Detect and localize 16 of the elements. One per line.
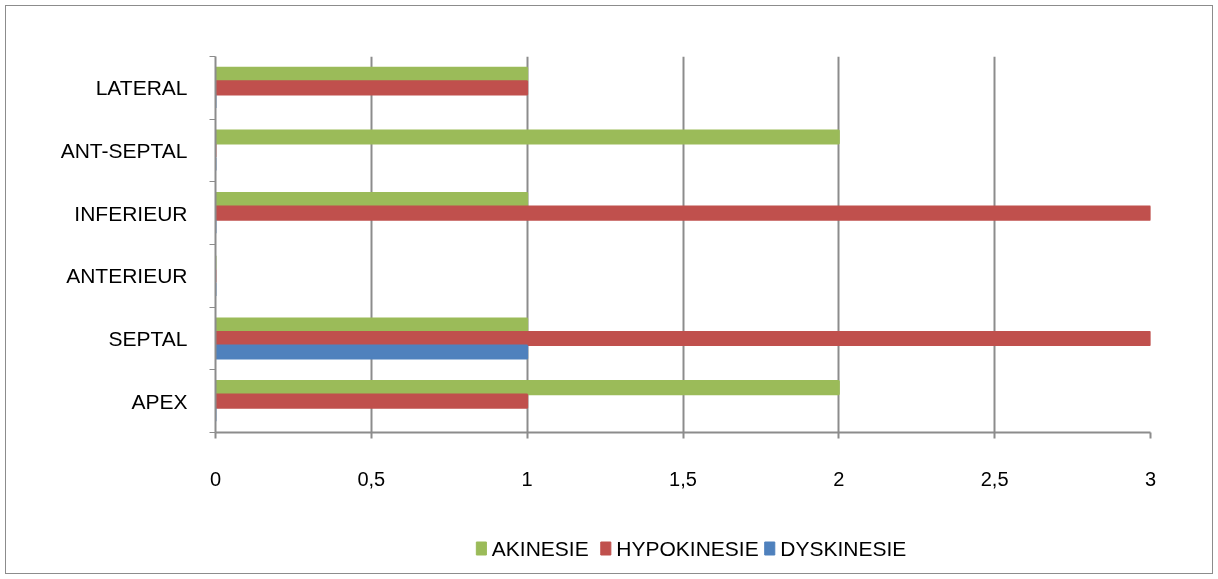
legend-label: AKINESIE [491,537,589,560]
legend-label: DYSKINESIE [780,537,907,560]
y-tick-label: INFERIEUR [74,201,188,225]
x-tick-label: 2,5 [980,467,1009,490]
x-tick-label: 2 [833,467,845,490]
legend-label: HYPOKINESIE [616,537,759,560]
x-tick-label: 1,5 [669,467,697,490]
x-tick-label: 1 [521,467,533,490]
y-tick-label: SEPTAL [108,327,188,350]
y-tick-label: LATERAL [95,76,188,100]
y-tick-label: ANT-SEPTAL [60,139,188,162]
y-tick-label: APEX [131,389,188,413]
x-tick-label: 0 [209,467,222,490]
x-tick-label: 3 [1144,467,1157,490]
y-tick-label: ANTERIEUR [66,264,188,288]
x-tick-label: 0,5 [357,467,386,490]
